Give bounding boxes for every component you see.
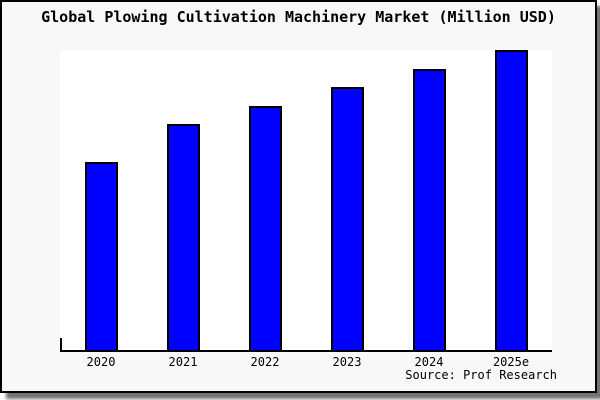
x-tick-label-2021: 2021 (168, 355, 198, 369)
source-text: Source: Prof Research (405, 368, 557, 382)
bar-slot-2024 (388, 50, 470, 350)
x-tick-label-2020: 2020 (86, 355, 116, 369)
bar-2023 (330, 87, 364, 350)
x-axis-labels: 2020 2021 2022 2023 2024 2025e (60, 355, 552, 369)
bar-slot-2023 (306, 50, 388, 350)
plot-area (60, 50, 552, 352)
bar-2021 (166, 124, 200, 350)
x-tick-label-2025e: 2025e (492, 355, 530, 369)
source-caption: Source: Prof Research (405, 368, 557, 382)
bar-2020 (84, 162, 118, 350)
x-tick-label-2022: 2022 (250, 355, 280, 369)
bar-2024 (412, 69, 446, 350)
bar-slot-2020 (60, 50, 142, 350)
bar-slot-2022 (224, 50, 306, 350)
bar-2025e (494, 50, 528, 350)
bar-2022 (248, 106, 282, 350)
bar-slot-2021 (142, 50, 224, 350)
chart-frame: Global Plowing Cultivation Machinery Mar… (0, 0, 597, 393)
bar-slot-2025e (470, 50, 552, 350)
chart-title: Global Plowing Cultivation Machinery Mar… (41, 8, 556, 26)
x-tick-label-2024: 2024 (414, 355, 444, 369)
x-tick-label-2023: 2023 (332, 355, 362, 369)
y-axis-stub (60, 338, 62, 350)
bars-container (60, 50, 552, 350)
